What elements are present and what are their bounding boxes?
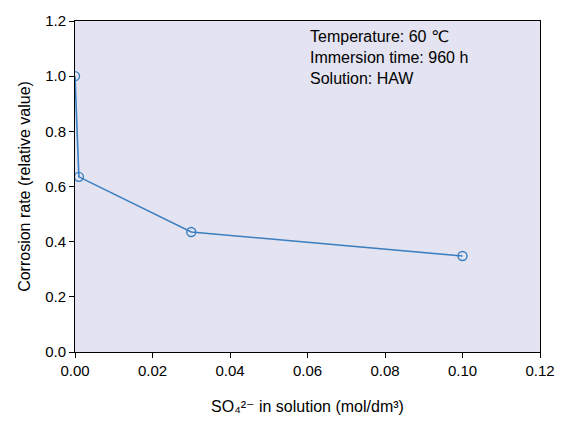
- svg-text:0.00: 0.00: [60, 362, 89, 379]
- svg-text:0.0: 0.0: [45, 343, 66, 360]
- svg-text:Corrosion rate (relative value: Corrosion rate (relative value): [16, 81, 33, 292]
- svg-text:0.4: 0.4: [45, 233, 66, 250]
- svg-text:0.02: 0.02: [138, 362, 167, 379]
- svg-text:0.8: 0.8: [45, 123, 66, 140]
- svg-text:1.0: 1.0: [45, 67, 66, 84]
- svg-text:0.12: 0.12: [525, 362, 554, 379]
- svg-text:1.2: 1.2: [45, 12, 66, 29]
- svg-text:0.6: 0.6: [45, 178, 66, 195]
- svg-text:0.2: 0.2: [45, 288, 66, 305]
- svg-text:SO₄²⁻ in solution (mol/dm³): SO₄²⁻ in solution (mol/dm³): [211, 398, 404, 415]
- svg-text:0.08: 0.08: [370, 362, 399, 379]
- svg-text:0.06: 0.06: [293, 362, 322, 379]
- svg-text:Temperature: 60 ℃Immersion tim: Temperature: 60 ℃Immersion time: 960 hSo…: [310, 28, 468, 87]
- svg-text:0.10: 0.10: [448, 362, 477, 379]
- svg-text:0.04: 0.04: [215, 362, 244, 379]
